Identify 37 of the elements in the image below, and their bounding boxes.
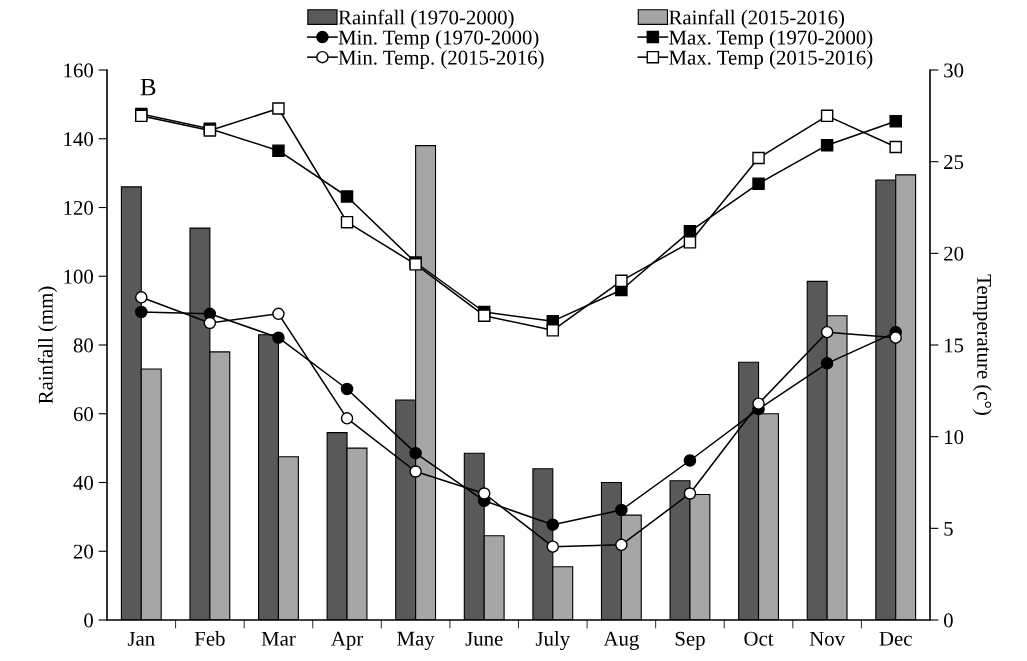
y-tick-label: 80	[73, 338, 94, 353]
x-tick-label: Aug	[603, 631, 639, 650]
y2-axis-title: Temperature (c°)	[972, 274, 992, 415]
y2-tick-label: 5	[944, 521, 953, 536]
y-tick-label: 20	[73, 544, 94, 559]
y-axis-title: Rainfall (mm)	[37, 286, 57, 404]
x-tick-label: Jan	[127, 631, 155, 646]
x-tick-label: Mar	[261, 631, 296, 646]
x-tick-label: Feb	[194, 631, 225, 646]
y2-tick-label: 20	[944, 246, 964, 261]
x-tick-label: Nov	[809, 631, 846, 646]
y-tick-label: 160	[64, 63, 94, 78]
x-tick-label: June	[465, 631, 503, 646]
x-tick-label: Oct	[744, 631, 774, 646]
y-tick-label: 140	[64, 132, 94, 147]
x-tick-label: Dec	[879, 631, 912, 646]
x-tick-label: Apr	[331, 631, 364, 650]
y-tick-label: 120	[64, 200, 94, 215]
y2-tick-label: 10	[945, 430, 964, 445]
y2-tick-label: 0	[943, 613, 953, 628]
x-tick-label: May	[397, 631, 435, 650]
legend-label: Rainfall (1970-2000)	[338, 9, 514, 29]
legend-label: Min. Temp (1970-2000)	[338, 29, 539, 49]
x-tick-label: Sep	[675, 631, 705, 650]
y2-tick-label: 25	[944, 155, 964, 170]
y-tick-label: 60	[73, 407, 94, 422]
legend-label: Rainfall (2015-2016)	[669, 9, 845, 29]
y2-tick-label: 30	[944, 63, 964, 78]
legend-label: Max. Temp (2015-2016)	[669, 49, 873, 69]
legend-label: Max. Temp (1970-2000)	[669, 29, 873, 49]
x-tick-label: July	[535, 631, 571, 651]
y-tick-label: 100	[64, 269, 94, 284]
annotation: B	[140, 78, 156, 96]
y-tick-label: 40	[73, 475, 94, 490]
y2-tick-label: 15	[945, 338, 964, 353]
y-tick-label: 0	[84, 613, 94, 628]
legend-label: Min. Temp. (2015-2016)	[338, 49, 544, 69]
